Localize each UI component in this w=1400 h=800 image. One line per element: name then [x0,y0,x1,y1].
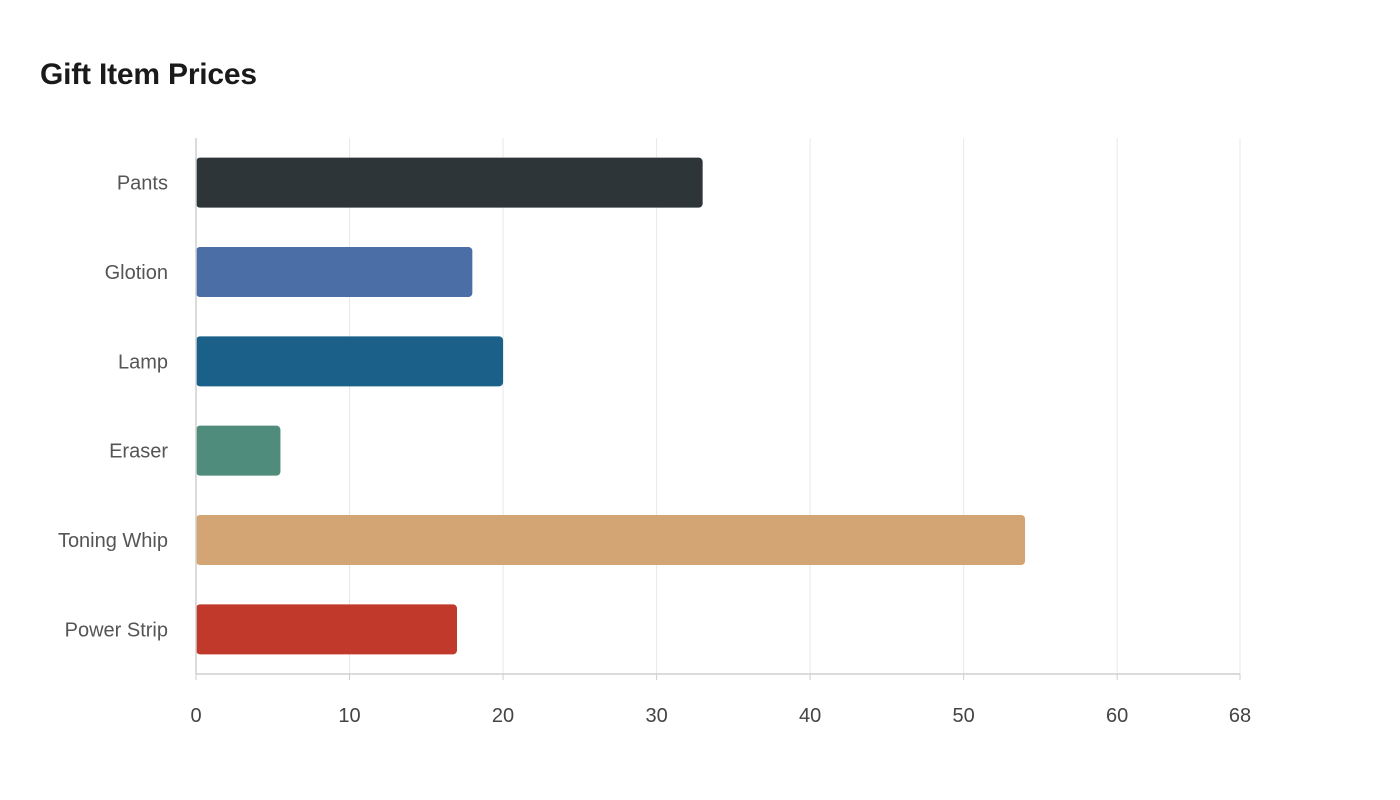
x-tick-label: 20 [492,705,514,727]
bar [196,157,703,208]
chart-title: Gift Item Prices [40,58,257,91]
category-label: Pants [117,173,168,195]
x-tick-label: 50 [953,705,975,727]
x-tick-label: 10 [338,705,360,727]
category-label: Lamp [118,351,168,373]
x-tick-label: 40 [799,705,821,727]
grid-lines [349,138,1241,674]
category-label: Toning Whip [58,530,168,552]
x-tick-label: 30 [645,705,667,727]
bar [196,514,1026,566]
bar [196,425,281,476]
bar [196,604,457,655]
category-label: Glotion [105,262,168,284]
bars [196,157,1026,655]
x-tick-label: 0 [190,705,201,727]
axis-labels: 0 10 20 30 40 50 60 68 Pants Glotion Lamp Eraser Ton… [58,173,1251,727]
category-label: Power Strip [65,619,168,641]
bar [196,246,473,298]
axes [195,138,1241,680]
x-tick-label: 68 [1229,705,1251,727]
category-label: Eraser [109,441,168,463]
x-tick-label: 60 [1106,705,1128,727]
bar [196,336,504,387]
